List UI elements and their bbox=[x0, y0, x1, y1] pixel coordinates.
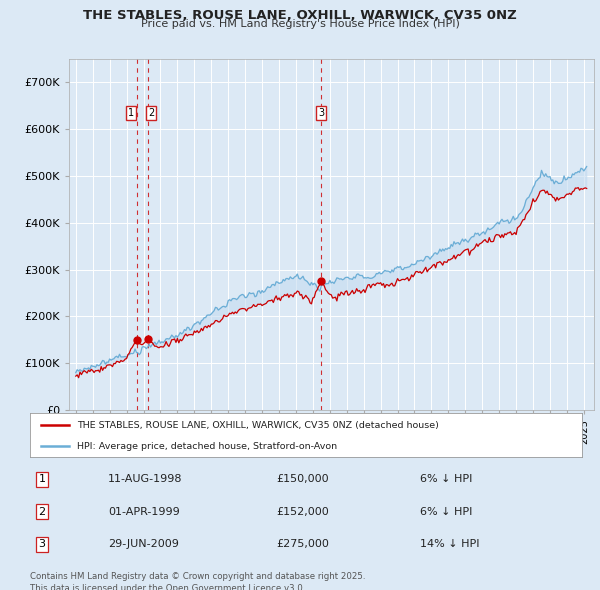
Text: 29-JUN-2009: 29-JUN-2009 bbox=[108, 539, 179, 549]
Text: 6% ↓ HPI: 6% ↓ HPI bbox=[420, 507, 472, 517]
Text: 3: 3 bbox=[318, 108, 325, 118]
Text: 3: 3 bbox=[38, 539, 46, 549]
Text: 2: 2 bbox=[38, 507, 46, 517]
Text: HPI: Average price, detached house, Stratford-on-Avon: HPI: Average price, detached house, Stra… bbox=[77, 442, 337, 451]
Text: THE STABLES, ROUSE LANE, OXHILL, WARWICK, CV35 0NZ: THE STABLES, ROUSE LANE, OXHILL, WARWICK… bbox=[83, 9, 517, 22]
Text: Price paid vs. HM Land Registry's House Price Index (HPI): Price paid vs. HM Land Registry's House … bbox=[140, 19, 460, 29]
Text: 14% ↓ HPI: 14% ↓ HPI bbox=[420, 539, 479, 549]
Text: 11-AUG-1998: 11-AUG-1998 bbox=[108, 474, 182, 484]
Text: £275,000: £275,000 bbox=[276, 539, 329, 549]
Text: £150,000: £150,000 bbox=[276, 474, 329, 484]
Text: 1: 1 bbox=[38, 474, 46, 484]
Text: Contains HM Land Registry data © Crown copyright and database right 2025.
This d: Contains HM Land Registry data © Crown c… bbox=[30, 572, 365, 590]
Text: 2: 2 bbox=[148, 108, 154, 118]
Text: £152,000: £152,000 bbox=[276, 507, 329, 517]
Text: 01-APR-1999: 01-APR-1999 bbox=[108, 507, 180, 517]
Text: THE STABLES, ROUSE LANE, OXHILL, WARWICK, CV35 0NZ (detached house): THE STABLES, ROUSE LANE, OXHILL, WARWICK… bbox=[77, 421, 439, 430]
Text: 6% ↓ HPI: 6% ↓ HPI bbox=[420, 474, 472, 484]
Text: 1: 1 bbox=[128, 108, 134, 118]
